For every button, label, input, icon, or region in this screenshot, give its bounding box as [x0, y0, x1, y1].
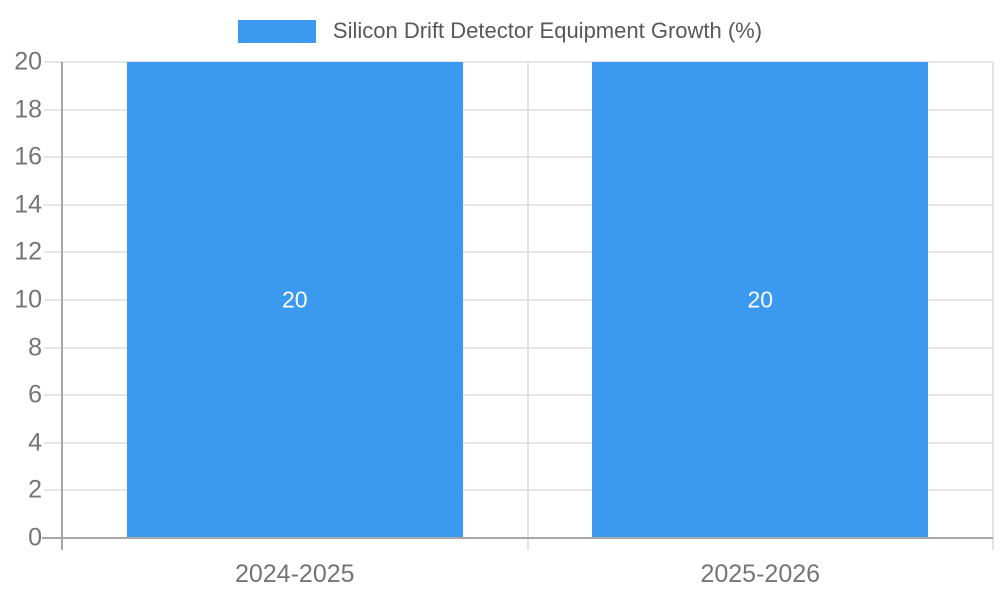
legend-label[interactable]: Silicon Drift Detector Equipment Growth … — [332, 18, 763, 43]
y-axis-tick — [44, 203, 62, 206]
y-axis-line — [61, 62, 63, 550]
y-tick-label: 4 — [28, 428, 42, 457]
y-tick-label: 2 — [28, 475, 42, 504]
y-tick-label: 14 — [14, 190, 42, 219]
x-axis-line — [42, 537, 993, 539]
y-tick-label: 8 — [28, 333, 42, 362]
y-tick-label: 16 — [14, 142, 42, 171]
y-axis-tick — [44, 156, 62, 159]
category-separator — [992, 62, 994, 550]
bar[interactable]: 20 — [126, 62, 463, 538]
y-axis-tick — [44, 394, 62, 397]
x-tick-label: 2024-2025 — [234, 560, 355, 588]
y-tick-label: 18 — [14, 95, 42, 124]
y-axis-tick — [44, 489, 62, 492]
y-axis-tick — [44, 346, 62, 349]
y-tick-label: 12 — [14, 237, 42, 266]
y-axis-tick — [44, 61, 62, 63]
bar-value-label: 20 — [747, 286, 774, 313]
y-tick-label: 20 — [14, 47, 42, 76]
bar-value-label: 20 — [281, 286, 308, 313]
y-axis-tick — [44, 441, 62, 444]
y-axis-tick — [44, 108, 62, 111]
x-tick-label: 2025-2026 — [700, 560, 821, 588]
bar[interactable]: 20 — [592, 62, 929, 538]
category-separator — [526, 62, 529, 550]
y-axis-tick — [44, 251, 62, 254]
y-tick-label: 6 — [28, 380, 42, 409]
legend-swatch[interactable] — [237, 19, 316, 43]
y-tick-label: 0 — [28, 523, 42, 552]
y-tick-label: 10 — [14, 285, 42, 314]
y-axis-tick — [44, 299, 62, 301]
legend[interactable]: Silicon Drift Detector Equipment Growth … — [0, 18, 1000, 44]
